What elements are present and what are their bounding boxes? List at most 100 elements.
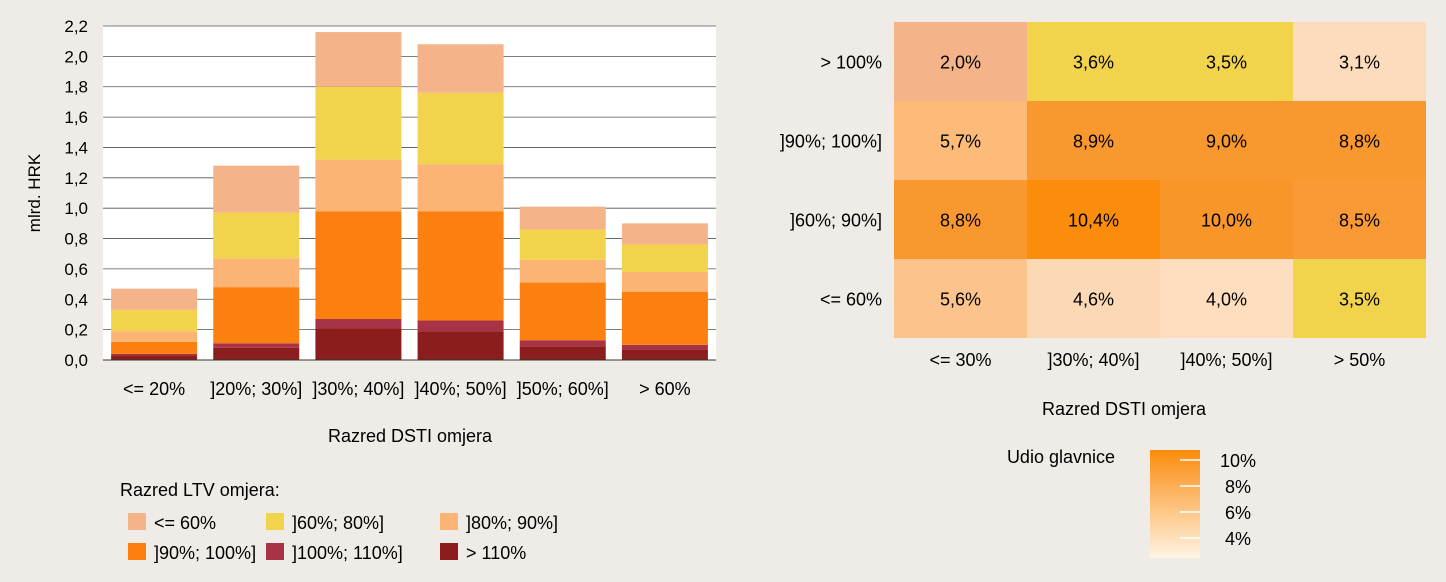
bars	[111, 32, 708, 360]
y-tick-label: 0,4	[64, 290, 88, 309]
x-tick-label: <= 20%	[123, 379, 185, 399]
bar-segment	[213, 287, 300, 344]
bar-segment	[315, 319, 402, 329]
stacked-bar-chart: 0,0 0,2 0,4 0,6 0,8 1,0 1,2 1,4 1,6 1,8 2,0 2,2 <= …	[25, 17, 716, 563]
legend-label: <= 60%	[154, 513, 216, 533]
y-tick-label: 0,0	[64, 351, 88, 370]
heatmap-cell-label: 4,6%	[1073, 290, 1114, 310]
heatmap-cell	[1027, 180, 1160, 259]
legend-title: Razred LTV omjera:	[120, 480, 280, 500]
bar-segment	[213, 347, 300, 360]
bar-segment	[519, 206, 606, 230]
colorbar-tick-label: 10%	[1220, 451, 1256, 471]
bar-segment	[621, 349, 708, 360]
y-tick-label: 1,0	[64, 199, 88, 218]
x-tick-label: ]40%; 50%]	[415, 379, 507, 399]
bar-segment	[417, 92, 504, 165]
heatmap-row-labels: > 100% ]90%; 100%] ]60%; 90%] <= 60%	[780, 53, 882, 310]
bar-segment	[621, 244, 708, 272]
heatmap-column-label: ]40%; 50%]	[1180, 350, 1272, 370]
heatmap-cell-label: 5,6%	[940, 290, 981, 310]
heatmap-row-label: ]60%; 90%]	[790, 211, 882, 231]
heatmap-cell-label: 3,6%	[1073, 53, 1114, 73]
bar-segment	[519, 340, 606, 347]
bar-segment	[111, 288, 198, 310]
colorbar-tick-label: 6%	[1225, 503, 1251, 523]
bar-segment	[417, 164, 504, 212]
x-axis-label: Razred DSTI omjera	[328, 426, 493, 446]
colorbar-tick-label: 4%	[1225, 529, 1251, 549]
x-tick-label: ]30%; 40%]	[312, 379, 404, 399]
heatmap-cell	[1293, 101, 1426, 180]
heatmap-x-axis-label: Razred DSTI omjera	[1042, 399, 1207, 419]
colorbar: Udio glavnice 10% 8% 6% 4%	[1007, 447, 1256, 558]
heatmap-cell	[1160, 22, 1293, 101]
x-tick-labels: <= 20% ]20%; 30%] ]30%; 40%] ]40%; 50%] ]50%…	[123, 379, 691, 399]
bar-segment	[621, 223, 708, 245]
y-tick-labels: 0,0 0,2 0,4 0,6 0,8 1,0 1,2 1,4 1,6 1,8 2,0 2,2	[64, 17, 88, 370]
bar-segment	[621, 271, 708, 292]
bar-segment	[213, 165, 300, 213]
heatmap-cell-label: 8,9%	[1073, 132, 1114, 152]
bar-segment	[519, 259, 606, 283]
heatmap-column-label: <= 30%	[929, 350, 991, 370]
y-tick-label: 1,4	[64, 138, 88, 157]
heatmap-row-label: > 100%	[820, 53, 882, 73]
heatmap-cell-label: 9,0%	[1206, 132, 1247, 152]
heatmap-cell-label: 8,8%	[1339, 132, 1380, 152]
heatmap-cell	[1027, 259, 1160, 338]
bar-segment	[621, 291, 708, 345]
heatmap-cell	[1293, 180, 1426, 259]
bar-segment	[315, 159, 402, 212]
heatmap-cell-label: 2,0%	[940, 53, 981, 73]
bar-segment	[315, 211, 402, 320]
y-tick-label: 2,2	[64, 17, 88, 36]
x-tick-label: ]20%; 30%]	[210, 379, 302, 399]
bar-segment	[519, 229, 606, 260]
y-tick-label: 0,2	[64, 321, 88, 340]
legend-swatch	[440, 513, 458, 530]
bar-segment	[519, 282, 606, 341]
heatmap-cell	[1160, 180, 1293, 259]
bar-segment	[213, 212, 300, 259]
bar-segment	[111, 331, 198, 342]
colorbar-ticks: 10% 8% 6% 4%	[1180, 451, 1256, 549]
y-tick-label: 1,6	[64, 108, 88, 127]
bar-segment	[213, 258, 300, 288]
bar-segment	[417, 320, 504, 332]
heatmap-cell-label: 3,1%	[1339, 53, 1380, 73]
legend-items: <= 60%]60%; 80%]]80%; 90%]]90%; 100%]]10…	[128, 513, 558, 563]
bar-segment	[315, 32, 402, 87]
heatmap-column-labels: <= 30% ]30%; 40%] ]40%; 50%] > 50%	[929, 350, 1385, 370]
heatmap-row-label: ]90%; 100%]	[780, 132, 882, 152]
legend-label: ]80%; 90%]	[466, 513, 558, 533]
heatmap-cell	[1293, 259, 1426, 338]
y-tick-label: 2,0	[64, 47, 88, 66]
heatmap-cells: 2,0% 3,6% 3,5% 3,1% 5,7% 8,9% 9,0% 8,8% 8,8% 10,4…	[894, 22, 1426, 338]
legend-label: ]60%; 80%]	[292, 513, 384, 533]
plot-area	[103, 26, 716, 360]
bar-segment	[213, 343, 300, 348]
y-axis-label: mlrd. HRK	[25, 153, 44, 232]
legend-label: ]100%; 110%]	[292, 543, 403, 563]
gridlines	[103, 25, 716, 331]
colorbar-tick-label: 8%	[1225, 477, 1251, 497]
heatmap-cell-label: 10,4%	[1068, 211, 1119, 231]
heatmap-cell	[894, 180, 1027, 259]
bar-segment	[417, 44, 504, 93]
heatmap-cell	[1027, 101, 1160, 180]
heatmap-column-label: ]30%; 40%]	[1047, 350, 1139, 370]
y-tick-label: 0,8	[64, 230, 88, 249]
heatmap-row-label: <= 60%	[820, 290, 882, 310]
heatmap-column-label: > 50%	[1334, 350, 1386, 370]
heatmap-chart: 2,0% 3,6% 3,5% 3,1% 5,7% 8,9% 9,0% 8,8% 8,8% 10,4…	[780, 22, 1426, 558]
colorbar-gradient	[1150, 450, 1200, 558]
bar-segment	[621, 344, 708, 350]
heatmap-cell-label: 3,5%	[1339, 290, 1380, 310]
y-tick-label: 1,8	[64, 78, 88, 97]
y-tick-label: 1,2	[64, 169, 88, 188]
x-tick-label: ]50%; 60%]	[517, 379, 609, 399]
legend-swatch	[128, 513, 146, 530]
legend-label: > 110%	[466, 543, 526, 563]
